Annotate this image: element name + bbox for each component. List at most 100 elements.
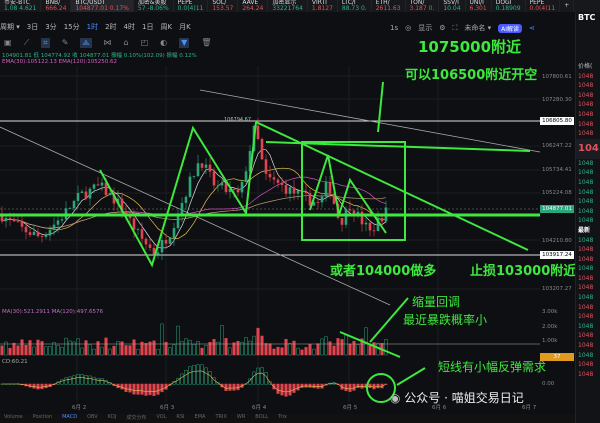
settings-icon[interactable]: ⚙ bbox=[439, 24, 446, 32]
layout-select[interactable]: 未命名 ▾ bbox=[464, 24, 492, 32]
pen-icon[interactable]: ✎ bbox=[61, 38, 69, 47]
volume-trend-line[interactable] bbox=[339, 331, 401, 358]
timeframe-8[interactable]: 周K bbox=[160, 23, 173, 31]
bid-row[interactable]: 1048 bbox=[578, 207, 594, 215]
symbol-tab[interactable]: PEPE 0.0(4)11 bbox=[526, 0, 561, 12]
indicator-tab[interactable]: OBV bbox=[87, 414, 98, 420]
indicator-tab[interactable]: KDJ bbox=[107, 414, 117, 420]
symbol-tab[interactable]: SSV/I 10.04 bbox=[439, 0, 466, 12]
volume-bar bbox=[116, 341, 120, 356]
symbol-tab[interactable]: ETH/2611.63 bbox=[372, 0, 406, 12]
annotation-drawings[interactable] bbox=[0, 81, 540, 403]
macd-circle[interactable] bbox=[366, 373, 396, 403]
add-tab-button[interactable]: + bbox=[560, 0, 575, 12]
timeframe-1[interactable]: 3日 bbox=[26, 23, 39, 31]
price-tick: 107800.61 bbox=[542, 74, 572, 80]
symbol-tab[interactable]: 币安-BTC 1.08 4.621 bbox=[0, 0, 42, 12]
indicator-tab[interactable]: BOLL bbox=[255, 414, 269, 420]
candle-body bbox=[104, 182, 108, 196]
ruler-icon[interactable]: ⟋ bbox=[23, 38, 30, 47]
display-button[interactable]: 显示 bbox=[418, 24, 433, 32]
volume-bar bbox=[16, 345, 20, 356]
trend-line-icon[interactable]: ⟁ bbox=[80, 38, 92, 48]
bid-row[interactable]: 1048 bbox=[578, 169, 594, 177]
zigzag-inner[interactable] bbox=[309, 154, 387, 234]
symbol-tab[interactable]: VIRTI 1.8127 bbox=[308, 0, 338, 12]
lock-icon[interactable]: ⌂ bbox=[123, 38, 129, 47]
bid-row[interactable]: 1048 bbox=[578, 159, 594, 167]
symbol-tab[interactable]: LTC/I 88.73 0. bbox=[338, 0, 372, 12]
symbol-tab[interactable]: AAVE 264.24 bbox=[238, 0, 269, 12]
target-line[interactable] bbox=[265, 141, 531, 152]
measure-icon[interactable]: ◰ bbox=[140, 38, 149, 47]
volume-bar bbox=[212, 339, 216, 356]
symbol-tab[interactable]: BNB/666.24 bbox=[41, 0, 72, 12]
indicator-tab[interactable]: MACD bbox=[62, 414, 78, 420]
ask-row[interactable]: 1048 bbox=[578, 72, 594, 80]
indicator-tab[interactable]: VOL bbox=[156, 414, 167, 420]
tab-price: 10.04 bbox=[443, 5, 461, 12]
timeframe-6[interactable]: 4时 bbox=[123, 23, 136, 31]
candle-body bbox=[256, 125, 260, 139]
interval-button[interactable]: 1s bbox=[390, 24, 399, 32]
target-arrow[interactable] bbox=[377, 81, 384, 133]
ask-row[interactable]: 1048 bbox=[578, 82, 594, 90]
candle-body bbox=[20, 221, 24, 227]
ask-row[interactable]: 1048 bbox=[578, 91, 594, 99]
filter-icon[interactable]: ▼ bbox=[179, 38, 190, 48]
volume-arrow[interactable] bbox=[369, 297, 409, 343]
zigzag-left[interactable] bbox=[99, 121, 257, 268]
fullscreen-icon[interactable]: ⛶ bbox=[452, 23, 458, 32]
ask-row[interactable]: 1048 bbox=[578, 120, 594, 128]
ai-button[interactable]: AI解读 bbox=[498, 23, 523, 33]
macd-bar bbox=[296, 383, 300, 391]
trash-icon[interactable]: 🗑 bbox=[201, 38, 212, 47]
macd-arrow[interactable] bbox=[396, 367, 426, 386]
tab-price: 1.08 4.621 bbox=[4, 5, 37, 12]
volume-bar bbox=[360, 338, 364, 356]
indicator-tab[interactable]: Position bbox=[32, 414, 53, 420]
indicator-tab[interactable]: Trix bbox=[278, 414, 287, 420]
ask-row[interactable]: 1048 bbox=[578, 101, 594, 109]
symbol-tab[interactable]: TON/3.187 0. bbox=[406, 0, 440, 12]
symbol-tab[interactable]: 加密显示 33221764 bbox=[268, 0, 308, 12]
crop-icon[interactable]: ⌗ bbox=[41, 38, 50, 48]
bid-row[interactable]: 1048 bbox=[578, 178, 594, 186]
indicator-tab[interactable]: RSI bbox=[176, 414, 185, 420]
symbol-tab[interactable]: 加密&美股 57 -8.06% bbox=[134, 0, 174, 12]
timeframe-4[interactable]: 1时 bbox=[86, 23, 99, 31]
symbol-tab[interactable]: DOGI 0.18909 bbox=[492, 0, 526, 12]
symbol-tab[interactable]: PEPE 0.0(4)11 bbox=[174, 0, 209, 12]
volume-bar bbox=[84, 340, 88, 356]
indicator-tab[interactable]: EMA bbox=[194, 414, 206, 420]
trade-row: 1048 bbox=[578, 303, 594, 311]
symbol-tab[interactable]: SOL/153.57 bbox=[208, 0, 239, 12]
pattern-icon[interactable]: ⋈ bbox=[103, 38, 112, 47]
indicator-tab[interactable]: TRIX bbox=[215, 414, 227, 420]
trade-row: 1048 bbox=[578, 313, 594, 321]
timeframe-5[interactable]: 2时 bbox=[105, 23, 117, 31]
indicator-tab[interactable]: WR bbox=[236, 414, 246, 420]
consolidation-box[interactable] bbox=[301, 141, 406, 241]
volume-bar bbox=[24, 345, 28, 356]
timeframe-7[interactable]: 1日 bbox=[142, 23, 154, 31]
bid-row[interactable]: 1048 bbox=[578, 188, 594, 196]
magnet-icon[interactable]: ◐ bbox=[160, 38, 168, 47]
symbol-tab[interactable]: BTC/USDT 104877.01 0.17% bbox=[71, 0, 134, 12]
symbol-tab[interactable]: UNI/I 6.301 bbox=[466, 0, 492, 12]
share-icon[interactable]: ⋖ bbox=[529, 24, 535, 32]
ask-row[interactable]: 1048 bbox=[578, 130, 594, 138]
indicator-tab[interactable]: Volume bbox=[4, 414, 23, 420]
ask-row[interactable]: 1048 bbox=[578, 110, 594, 118]
timeframe-9[interactable]: 月K bbox=[179, 23, 191, 31]
trend-line-upper[interactable] bbox=[199, 89, 541, 153]
timeframe-2[interactable]: 3分 bbox=[45, 23, 57, 31]
timeframe-0[interactable]: 周期 ▾ bbox=[0, 23, 20, 31]
bid-row[interactable]: 1048 bbox=[578, 217, 594, 225]
timeframe-3[interactable]: 15分 bbox=[63, 23, 80, 31]
indicator-tab[interactable]: 成交分布 bbox=[126, 415, 147, 421]
bid-row[interactable]: 1048 bbox=[578, 198, 594, 206]
price-chart[interactable] bbox=[0, 66, 575, 414]
layout-icon[interactable]: ▣ bbox=[4, 38, 12, 47]
camera-icon[interactable]: ◎ bbox=[405, 24, 412, 32]
